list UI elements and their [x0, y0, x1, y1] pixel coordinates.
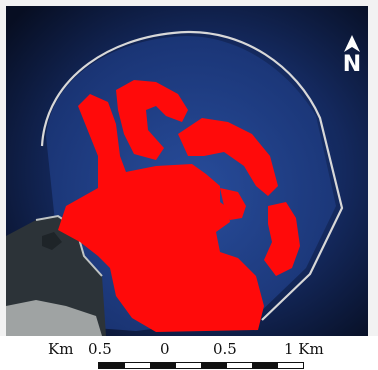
reclaimed-land-arc: [178, 118, 278, 196]
scale-segment: [226, 363, 252, 368]
scale-segment: [277, 363, 303, 368]
scale-segment: [124, 363, 150, 368]
scale-segment: [175, 363, 201, 368]
north-arrow-icon: [344, 35, 360, 52]
scale-segment: [150, 363, 176, 368]
scale-segment: [99, 363, 125, 368]
mainland-urban: [6, 300, 102, 336]
scale-label-0.5-right: 0.5: [213, 340, 237, 358]
scale-label-0.5-left: 0.5: [88, 340, 112, 358]
scale-bar: Km 0.5 0 0.5 1 Km: [0, 336, 378, 370]
satellite-image: [6, 6, 368, 336]
reclaimed-land-main: [58, 94, 264, 332]
north-arrow: N: [338, 34, 366, 78]
scale-unit-left: Km: [48, 340, 74, 358]
reclaimed-land-hook: [116, 80, 188, 160]
scale-segment: [252, 363, 278, 368]
reclaimed-land-east: [264, 202, 300, 276]
scale-segment: [201, 363, 227, 368]
islet: [42, 232, 62, 250]
scale-segments: [98, 362, 304, 369]
reclaimed-land-tongue: [220, 188, 246, 220]
north-label: N: [342, 52, 362, 77]
scale-label-1km: 1 Km: [284, 340, 324, 358]
satellite-image-svg: [6, 6, 368, 336]
scale-label-0: 0: [160, 340, 170, 358]
breakwater-line: [40, 30, 344, 321]
